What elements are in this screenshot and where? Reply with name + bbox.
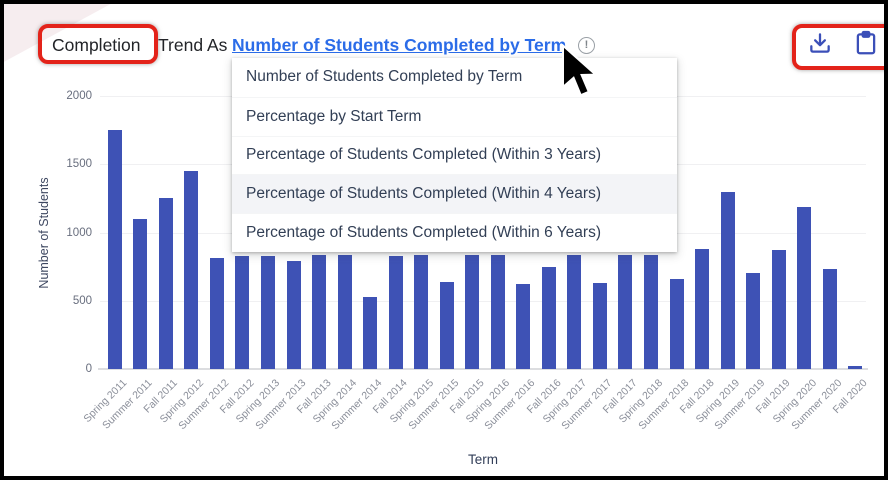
title-word-completion: Completion (52, 35, 141, 55)
bar[interactable] (439, 281, 454, 369)
bar[interactable] (286, 261, 301, 369)
bar[interactable] (465, 255, 480, 369)
bar[interactable] (337, 255, 352, 369)
bar[interactable] (312, 255, 327, 369)
dropdown-item[interactable]: Percentage of Students Completed (Within… (232, 213, 677, 252)
dropdown-item[interactable]: Percentage of Students Completed (Within… (232, 174, 677, 214)
bar[interactable] (669, 278, 684, 369)
gridline (100, 300, 866, 302)
y-tick-label: 500 (72, 294, 92, 307)
y-tick-label: 2000 (66, 90, 92, 102)
bar[interactable] (363, 296, 378, 369)
dropdown-item[interactable]: Percentage of Students Completed (Within… (232, 135, 677, 175)
y-tick-label: 1500 (66, 158, 92, 171)
bar[interactable] (771, 250, 786, 369)
bar[interactable] (746, 273, 761, 369)
y-tick-label: 1000 (66, 226, 92, 239)
bar[interactable] (260, 255, 275, 369)
bar[interactable] (490, 255, 505, 369)
bar[interactable] (414, 255, 429, 369)
x-axis-line (98, 368, 868, 370)
bar[interactable] (107, 130, 122, 369)
bar[interactable] (618, 255, 633, 369)
bar[interactable] (695, 248, 710, 369)
bar[interactable] (592, 283, 607, 369)
bar[interactable] (567, 255, 582, 369)
bar[interactable] (797, 206, 812, 369)
clipboard-icon[interactable] (852, 29, 880, 57)
bar[interactable] (541, 266, 556, 369)
bar[interactable] (720, 191, 735, 369)
bar[interactable] (158, 198, 173, 369)
bar[interactable] (235, 255, 250, 369)
bar[interactable] (388, 255, 403, 369)
dropdown-item[interactable]: Percentage by Start Term (232, 96, 677, 136)
title-rest: Trend As (158, 35, 228, 55)
x-axis-title: Term (468, 452, 498, 467)
y-tick-label: 0 (85, 363, 92, 375)
metric-selector-link[interactable]: Number of Students Completed by Term (232, 35, 567, 55)
bar[interactable] (133, 218, 148, 369)
chart-toolbar (806, 28, 880, 58)
bar[interactable] (209, 258, 224, 369)
bar[interactable] (184, 171, 199, 369)
bar[interactable] (848, 366, 863, 369)
bar[interactable] (516, 284, 531, 369)
bar[interactable] (822, 269, 837, 369)
dropdown-item[interactable]: Number of Students Completed by Term (246, 68, 523, 86)
download-icon[interactable] (806, 29, 834, 57)
info-icon[interactable]: ! (578, 37, 595, 54)
metric-dropdown-menu: Number of Students Completed by Term Perc… (232, 58, 677, 252)
bar[interactable] (643, 255, 658, 369)
